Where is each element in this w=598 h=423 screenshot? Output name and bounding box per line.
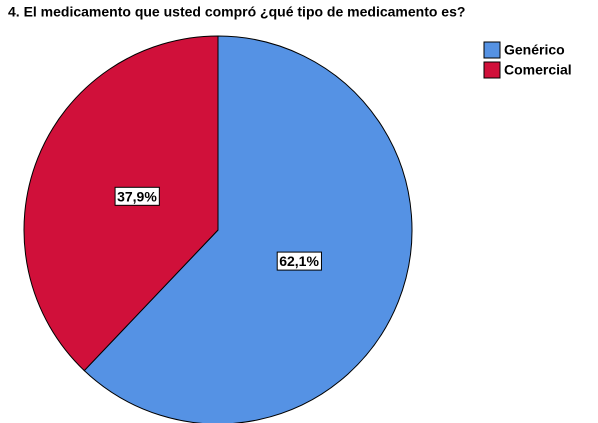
legend-label: Comercial bbox=[504, 62, 572, 78]
data-label-box bbox=[114, 186, 160, 206]
data-label-text: 62,1% bbox=[279, 253, 319, 269]
data-label-text: 37,9% bbox=[117, 188, 157, 204]
legend-swatch bbox=[483, 61, 501, 79]
pie-slice bbox=[83, 35, 413, 423]
data-label: 62,1% bbox=[276, 251, 322, 271]
data-label-box bbox=[276, 251, 322, 271]
chart-title: 4. El medicamento que usted compró ¿qué … bbox=[8, 4, 465, 20]
legend-label: Genérico bbox=[504, 42, 565, 58]
legend-swatch bbox=[483, 41, 501, 59]
data-label: 37,9% bbox=[114, 186, 160, 206]
